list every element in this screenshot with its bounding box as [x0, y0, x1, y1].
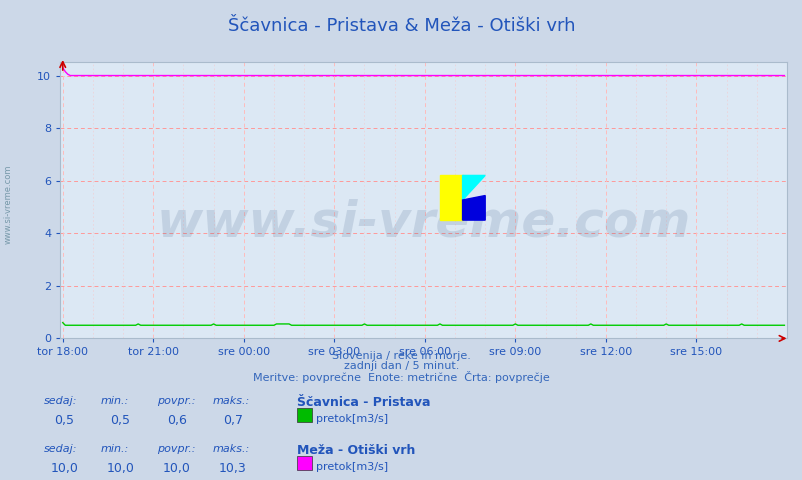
Text: 0,5: 0,5: [55, 414, 74, 427]
Text: povpr.:: povpr.:: [156, 396, 195, 406]
Text: Ščavnica - Pristava: Ščavnica - Pristava: [297, 396, 430, 409]
Text: Meritve: povprečne  Enote: metrične  Črta: povprečje: Meritve: povprečne Enote: metrične Črta:…: [253, 371, 549, 383]
Text: sedaj:: sedaj:: [44, 444, 78, 454]
Text: 0,7: 0,7: [223, 414, 242, 427]
Text: pretok[m3/s]: pretok[m3/s]: [316, 414, 388, 424]
Text: maks.:: maks.:: [213, 444, 249, 454]
Text: 0,5: 0,5: [111, 414, 130, 427]
Bar: [439, 175, 462, 220]
Text: pretok[m3/s]: pretok[m3/s]: [316, 462, 388, 472]
Text: sedaj:: sedaj:: [44, 396, 78, 406]
Text: 10,0: 10,0: [51, 462, 78, 475]
Polygon shape: [462, 195, 484, 220]
Text: zadnji dan / 5 minut.: zadnji dan / 5 minut.: [343, 361, 459, 371]
Text: Meža - Otiški vrh: Meža - Otiški vrh: [297, 444, 415, 457]
Text: maks.:: maks.:: [213, 396, 249, 406]
Text: min.:: min.:: [100, 444, 128, 454]
Text: 10,3: 10,3: [219, 462, 246, 475]
Text: 10,0: 10,0: [107, 462, 134, 475]
Text: Slovenija / reke in morje.: Slovenija / reke in morje.: [332, 351, 470, 361]
Text: min.:: min.:: [100, 396, 128, 406]
Text: www.si-vreme.com: www.si-vreme.com: [3, 164, 13, 244]
Text: 10,0: 10,0: [163, 462, 190, 475]
Text: www.si-vreme.com: www.si-vreme.com: [156, 199, 690, 247]
Text: 0,6: 0,6: [167, 414, 186, 427]
Polygon shape: [462, 175, 484, 200]
Text: povpr.:: povpr.:: [156, 444, 195, 454]
Text: Ščavnica - Pristava & Meža - Otiški vrh: Ščavnica - Pristava & Meža - Otiški vrh: [228, 17, 574, 35]
